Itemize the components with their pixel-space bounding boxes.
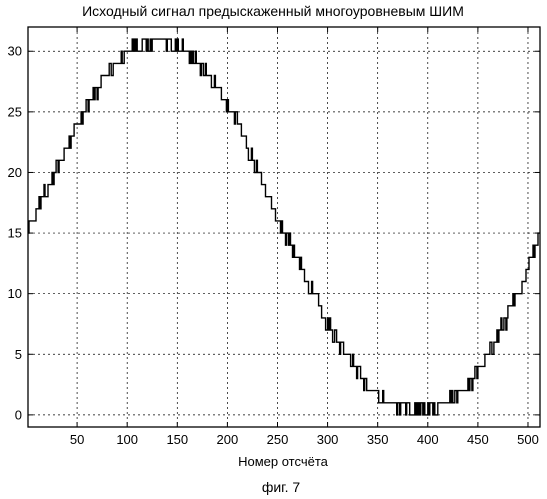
x-tick-label: 100: [116, 432, 138, 447]
x-tick-label: 450: [467, 432, 489, 447]
y-tick-label: 15: [8, 226, 22, 241]
y-tick-label: 0: [15, 407, 22, 422]
x-tick-label: 200: [217, 432, 239, 447]
x-tick-label: 350: [367, 432, 389, 447]
plot-frame: [28, 27, 540, 427]
y-tick-label: 25: [8, 104, 22, 119]
figure-caption: фиг. 7: [262, 479, 301, 495]
x-tick-label: 400: [417, 432, 439, 447]
grid: [28, 27, 540, 427]
x-tick-label: 300: [317, 432, 339, 447]
x-tick-label: 50: [70, 432, 84, 447]
signal-path: [28, 39, 540, 415]
x-tick-label: 500: [517, 432, 539, 447]
signal-line: [28, 39, 540, 415]
y-tick-label: 30: [8, 44, 22, 59]
y-tick-label: 5: [15, 347, 22, 362]
y-tick-label: 10: [8, 286, 22, 301]
x-axis-label: Номер отсчёта: [238, 454, 329, 469]
chart-title: Исходный сигнал предыскаженный многоуров…: [82, 3, 464, 19]
x-tick-label: 250: [267, 432, 289, 447]
x-tick-label: 150: [166, 432, 188, 447]
y-tick-label: 20: [8, 165, 22, 180]
